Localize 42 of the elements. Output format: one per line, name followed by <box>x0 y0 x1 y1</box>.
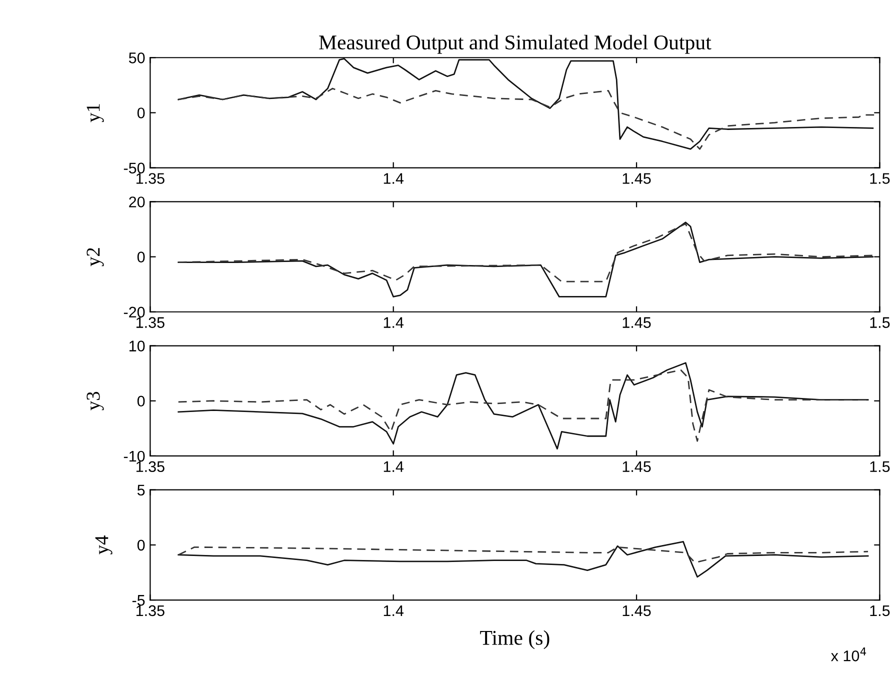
x-tick-label: 1.5 <box>870 317 890 328</box>
y-tick-label: 20 <box>129 196 145 208</box>
x-tick-label: 1.4 <box>384 173 404 184</box>
x-tick-label: 1.4 <box>384 317 404 328</box>
chart-title: Measured Output and Simulated Model Output <box>319 34 712 54</box>
line-series <box>178 362 869 450</box>
y-tick-label: -50 <box>124 162 145 174</box>
line-series <box>178 546 869 564</box>
line-series <box>178 223 874 282</box>
line-series <box>178 540 869 578</box>
y-axis-title: y1 <box>86 104 104 122</box>
y-tick-label: 5 <box>137 484 145 496</box>
y-axis-title: y2 <box>86 248 104 266</box>
y-tick-label: 0 <box>137 252 145 262</box>
x-tick-label: 1.35 <box>136 605 164 616</box>
y-tick-label: 0 <box>137 396 145 407</box>
x-tick-label: 1.45 <box>622 317 651 328</box>
x-tick-label: 1.4 <box>384 461 404 472</box>
text: x 10$^{4}$ <box>830 648 866 662</box>
x-tick-label: 1.45 <box>622 461 651 472</box>
y-tick-label: 10 <box>130 340 145 352</box>
y-tick-label: 50 <box>128 52 145 64</box>
x-tick-label: 1.45 <box>622 605 651 616</box>
y-tick-label: 0 <box>137 540 145 551</box>
y-tick-label: 0 <box>137 108 145 118</box>
y-tick-label: -5 <box>132 595 145 606</box>
x-tick-label: 1.35 <box>136 173 164 184</box>
x-tick-label: 1.45 <box>622 173 651 184</box>
y-axis-title: y3 <box>86 392 104 410</box>
x-tick-label: 1.5 <box>870 461 890 472</box>
y-axis-title: y4 <box>95 536 112 554</box>
x-tick-label: 1.5 <box>870 173 890 184</box>
x-tick-label: 1.5 <box>870 605 890 616</box>
y-tick-label: -20 <box>124 306 145 318</box>
x-tick-label: 1.4 <box>384 605 404 616</box>
line-series <box>178 222 874 298</box>
x-axis-title: Time (s) <box>480 630 550 650</box>
x-tick-label: 1.35 <box>136 461 164 472</box>
line-series <box>178 369 869 442</box>
line-series <box>178 58 874 150</box>
y-tick-label: -10 <box>124 450 145 462</box>
x-tick-label: 1.35 <box>136 317 164 328</box>
